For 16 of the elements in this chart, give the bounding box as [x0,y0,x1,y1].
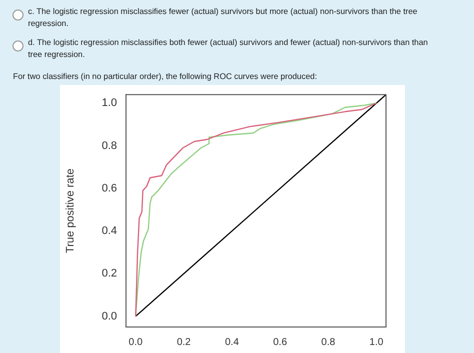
x-tick-label: 1.0 [369,336,384,348]
y-tick-label: 0.2 [102,268,117,280]
y-tick-label: 0.8 [102,140,117,152]
y-tick-label: 0.0 [102,310,117,322]
y-tick-label: 0.6 [102,182,117,194]
x-tick-label: 0.4 [224,336,240,348]
x-tick-label: 0.6 [273,336,288,348]
y-tick-label: 1.0 [102,97,117,110]
text: c. The logistic regression misclassifies fewer (actual) survivors but more (actual) non-survivors than the tree regression. [28,7,418,28]
text: For two classifiers (in no particular order), the following ROC curves were produced: [12,71,318,83]
text: d. The logistic regression misclassifies both fewer (actual) survivors and fewer (actual) non-survivors than than tree regression. [28,38,428,59]
x-tick-label: 0.0 [128,336,144,348]
y-tick-label: 0.4 [102,225,117,238]
x-tick-label: 0.8 [321,336,336,348]
y-axis-title: True positive rate [64,168,77,254]
x-tick-label: 0.2 [176,336,192,348]
